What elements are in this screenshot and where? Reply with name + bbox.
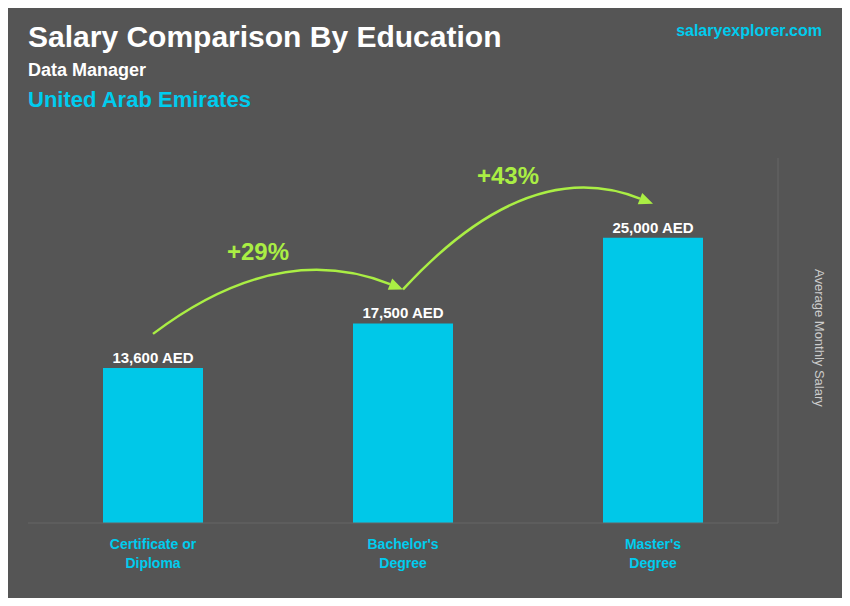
svg-text:Master'sDegree: Master'sDegree xyxy=(625,536,681,571)
html-text:Average Monthly Salary: Average Monthly Salary xyxy=(811,269,827,407)
svg-text:+29%: +29% xyxy=(227,238,289,265)
svg-text:Certificate orDiploma: Certificate orDiploma xyxy=(110,536,197,571)
svg-text:Bachelor'sDegree: Bachelor'sDegree xyxy=(367,536,438,571)
svg-text:13,600 AED: 13,600 AED xyxy=(112,349,193,366)
html-text:Data Manager: Data Manager xyxy=(28,60,146,80)
svg-text:25,000 AED: 25,000 AED xyxy=(612,219,693,236)
html-text:salaryexplorer.com: salaryexplorer.com xyxy=(676,22,822,39)
html-text:Salary Comparison By Education: Salary Comparison By Education xyxy=(28,20,502,53)
html-text:United Arab Emirates: United Arab Emirates xyxy=(28,87,251,112)
svg-text:+43%: +43% xyxy=(477,162,539,189)
svg-text:17,500 AED: 17,500 AED xyxy=(362,304,443,321)
